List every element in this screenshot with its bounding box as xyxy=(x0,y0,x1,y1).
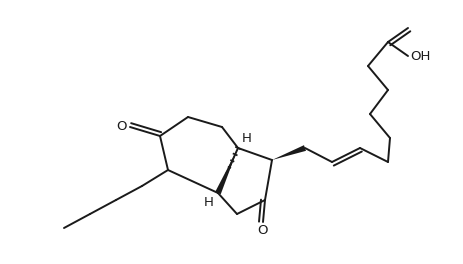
Polygon shape xyxy=(215,148,238,194)
Polygon shape xyxy=(272,145,306,160)
Text: OH: OH xyxy=(410,50,431,63)
Text: O: O xyxy=(117,120,127,134)
Text: O: O xyxy=(258,224,268,237)
Text: H: H xyxy=(242,132,252,145)
Text: H: H xyxy=(204,196,214,209)
